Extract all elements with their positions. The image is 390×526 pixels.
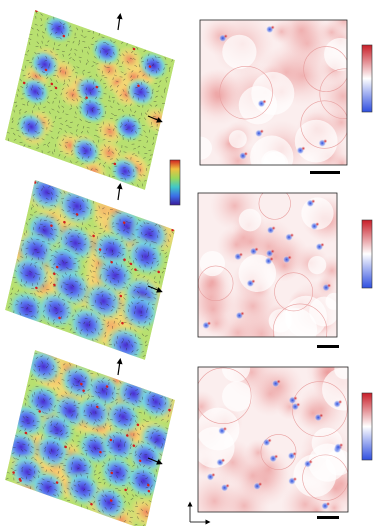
red-spot bbox=[226, 484, 230, 488]
red-spot bbox=[271, 25, 275, 29]
red-spot bbox=[251, 279, 255, 283]
red-spot bbox=[323, 139, 327, 143]
white-patch bbox=[308, 256, 326, 274]
red-spot bbox=[293, 477, 297, 481]
map-content bbox=[187, 181, 353, 363]
scale-bar bbox=[317, 345, 339, 348]
red-spot bbox=[319, 414, 323, 418]
red-spot bbox=[338, 400, 342, 404]
white-patch bbox=[263, 152, 289, 178]
red-spot bbox=[327, 284, 331, 288]
red-spot bbox=[262, 100, 266, 104]
red-spot bbox=[244, 152, 248, 156]
white-patch bbox=[229, 130, 247, 148]
pink-shade bbox=[189, 285, 237, 333]
red-spot bbox=[290, 233, 294, 237]
map-content bbox=[189, 4, 371, 181]
red-spot bbox=[223, 427, 227, 431]
white-patch bbox=[193, 427, 234, 468]
red-spot bbox=[240, 312, 244, 316]
red-spot bbox=[320, 243, 324, 247]
red-spot bbox=[296, 403, 300, 407]
red-spot bbox=[260, 129, 264, 133]
colorbar bbox=[362, 45, 372, 112]
texture-panel bbox=[0, 331, 193, 526]
map-panel bbox=[187, 181, 353, 363]
red-spot bbox=[301, 146, 305, 150]
red-spot bbox=[268, 438, 272, 442]
pink-shade bbox=[276, 5, 327, 56]
red-spot bbox=[326, 502, 330, 506]
red-spot bbox=[274, 455, 278, 459]
white-patch bbox=[239, 209, 262, 232]
white-patch bbox=[200, 251, 225, 276]
map-panel bbox=[189, 4, 371, 181]
red-spot bbox=[255, 247, 259, 251]
red-spot bbox=[311, 199, 315, 203]
red-spot bbox=[271, 249, 275, 253]
red-spot bbox=[288, 256, 292, 260]
texture-panel bbox=[2, 6, 186, 206]
white-patch bbox=[189, 137, 212, 160]
red-spot bbox=[309, 460, 313, 464]
colorbar bbox=[362, 393, 372, 460]
red-spot bbox=[224, 34, 228, 38]
texture-panel bbox=[0, 158, 188, 375]
red-spot bbox=[272, 226, 276, 230]
red-spot bbox=[293, 452, 297, 456]
red-spot bbox=[207, 321, 211, 325]
red-spot bbox=[339, 443, 343, 447]
map-content bbox=[170, 346, 373, 526]
scale-bar bbox=[317, 516, 339, 519]
white-patch bbox=[222, 381, 252, 411]
colorbar bbox=[170, 160, 180, 205]
white-patch bbox=[295, 120, 338, 163]
red-spot bbox=[293, 396, 297, 400]
white-patch bbox=[322, 368, 365, 411]
colorbar bbox=[362, 220, 372, 288]
red-spot bbox=[270, 257, 274, 261]
arrow bbox=[118, 361, 120, 375]
red-spot bbox=[221, 458, 225, 462]
arrow bbox=[118, 186, 120, 200]
white-patch bbox=[324, 38, 357, 71]
red-spot bbox=[315, 222, 319, 226]
map-panel bbox=[170, 346, 373, 526]
pink-shade bbox=[190, 68, 247, 125]
arrow bbox=[118, 16, 120, 30]
white-patch bbox=[222, 35, 256, 69]
red-spot bbox=[239, 253, 243, 257]
scale-bar bbox=[310, 171, 340, 174]
red-spot bbox=[258, 482, 262, 486]
red-spot bbox=[211, 473, 215, 477]
red-spot bbox=[277, 380, 281, 384]
